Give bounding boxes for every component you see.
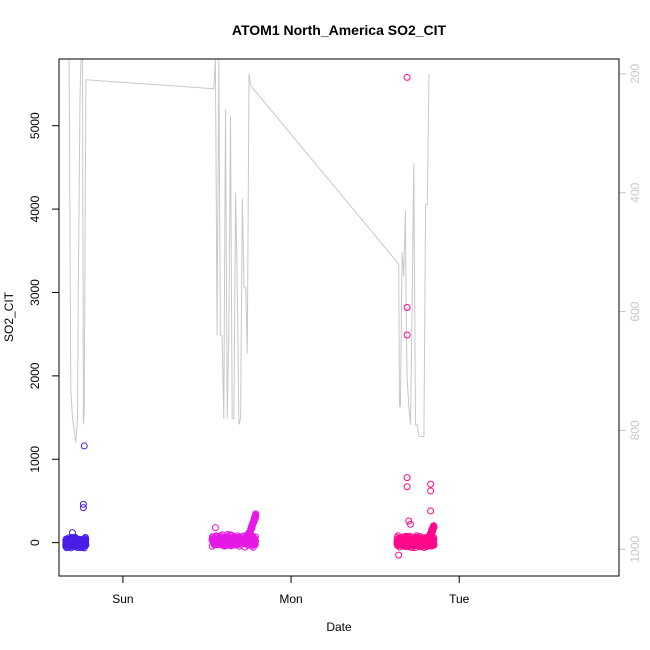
data-point bbox=[249, 539, 257, 547]
data-point bbox=[403, 331, 411, 339]
data-point bbox=[214, 536, 222, 544]
right-axis-tick-label: 1000 bbox=[628, 536, 642, 563]
y-axis-label: SO2_CIT bbox=[2, 291, 16, 342]
data-point bbox=[72, 539, 80, 547]
data-point bbox=[403, 483, 411, 491]
data-point bbox=[64, 538, 72, 546]
y-axis-tick-label: 4000 bbox=[28, 195, 42, 222]
data-point bbox=[79, 504, 87, 512]
data-point bbox=[418, 539, 426, 547]
data-point bbox=[252, 512, 260, 520]
y-axis-tick-label: 2000 bbox=[28, 362, 42, 389]
data-point bbox=[403, 474, 411, 482]
chart-title: ATOM1 North_America SO2_CIT bbox=[232, 22, 447, 38]
x-axis-tick-label: Mon bbox=[279, 592, 302, 606]
data-point bbox=[80, 540, 88, 548]
data-point bbox=[248, 522, 256, 530]
data-point bbox=[418, 535, 426, 543]
data-point bbox=[210, 541, 218, 549]
data-point bbox=[395, 537, 403, 545]
y-axis-tick-label: 3000 bbox=[28, 279, 42, 306]
data-point bbox=[231, 540, 239, 548]
points-layer bbox=[62, 73, 438, 559]
y-axis-tick-label: 5000 bbox=[28, 112, 42, 139]
right-axis-tick-label: 200 bbox=[628, 64, 642, 84]
data-point bbox=[236, 536, 244, 544]
data-point bbox=[245, 529, 253, 537]
data-point bbox=[220, 534, 228, 542]
data-point bbox=[406, 520, 414, 528]
data-point bbox=[403, 73, 411, 81]
data-point bbox=[405, 517, 413, 525]
data-point bbox=[74, 539, 82, 547]
x-axis-tick-label: Tue bbox=[449, 592, 470, 606]
y-axis-tick-label: 1000 bbox=[28, 446, 42, 473]
data-point bbox=[225, 531, 233, 539]
data-point bbox=[79, 500, 87, 508]
data-point bbox=[412, 539, 420, 547]
right-axis-tick-label: 600 bbox=[628, 301, 642, 321]
data-point bbox=[65, 537, 73, 545]
data-point bbox=[211, 524, 219, 532]
data-point bbox=[244, 534, 252, 542]
data-point bbox=[82, 538, 90, 546]
plot-frame bbox=[58, 58, 620, 577]
pressure-line bbox=[65, 58, 430, 443]
y-axis-tick-label: 0 bbox=[28, 539, 42, 546]
data-point bbox=[427, 529, 435, 537]
data-point bbox=[430, 523, 438, 531]
data-point bbox=[222, 542, 230, 550]
data-point bbox=[413, 535, 421, 543]
data-point bbox=[427, 487, 435, 495]
data-point bbox=[79, 536, 87, 544]
data-point bbox=[395, 551, 403, 559]
x-axis-label: Date bbox=[326, 620, 352, 634]
data-point bbox=[430, 539, 438, 547]
x-axis-tick-label: Sun bbox=[112, 592, 133, 606]
data-point bbox=[427, 480, 435, 488]
data-point bbox=[231, 537, 239, 545]
data-point bbox=[403, 303, 411, 311]
data-point bbox=[408, 544, 416, 552]
data-point bbox=[250, 535, 258, 543]
data-point bbox=[229, 538, 237, 546]
data-point bbox=[80, 442, 88, 450]
data-point bbox=[68, 529, 76, 537]
data-point bbox=[427, 507, 435, 515]
data-point bbox=[402, 540, 410, 548]
pressure-line-layer bbox=[65, 58, 430, 443]
right-axis-tick-label: 400 bbox=[628, 182, 642, 202]
right-axis-tick-label: 800 bbox=[628, 420, 642, 440]
